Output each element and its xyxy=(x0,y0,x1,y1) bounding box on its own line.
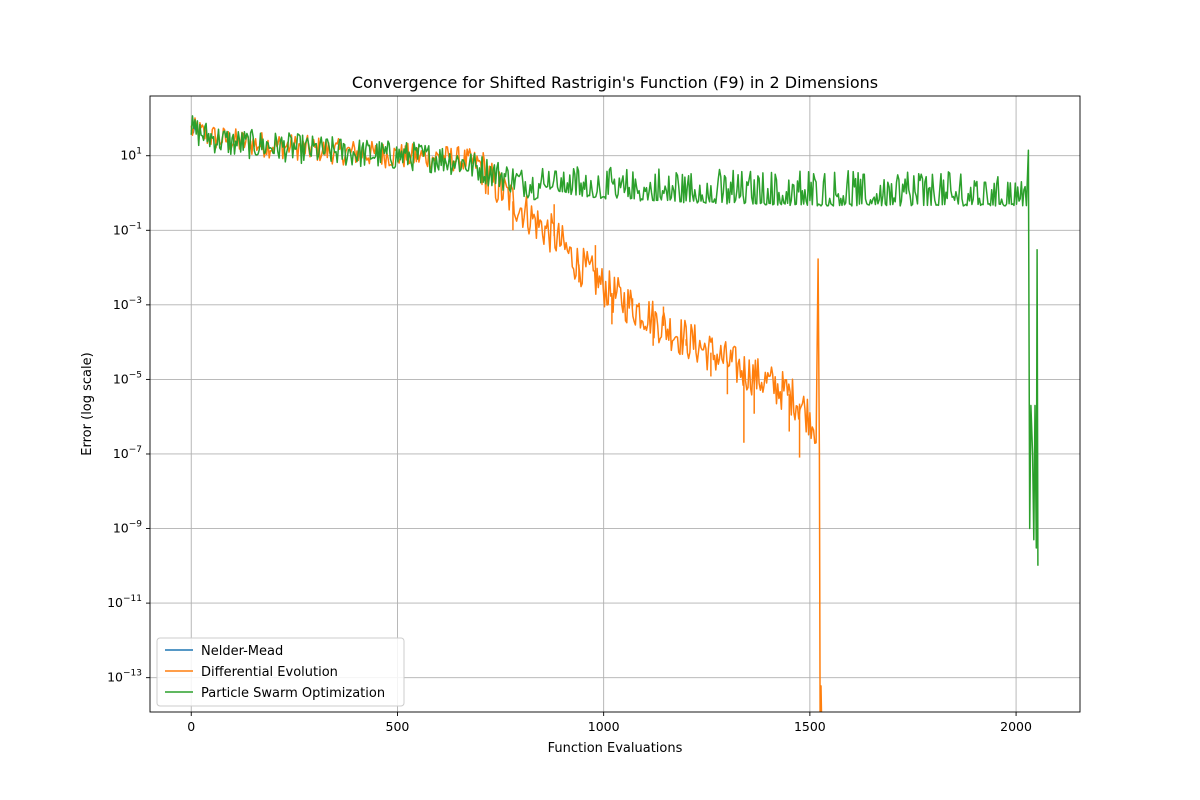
series-particle-swarm-line xyxy=(190,115,1039,566)
y-tick-label: 10−7 xyxy=(113,445,142,461)
y-tick-label: 10−13 xyxy=(107,669,142,685)
y-tick-base: 10 xyxy=(113,371,129,386)
y-tick-exponent: −5 xyxy=(129,370,142,380)
legend: Nelder-Mead Differential Evolution Particl… xyxy=(156,637,405,707)
x-tick-label: 2000 xyxy=(1000,719,1032,734)
y-tick-base: 10 xyxy=(107,670,123,685)
y-tick-base: 10 xyxy=(113,446,129,461)
x-tick-label: 1000 xyxy=(588,719,620,734)
y-tick-label: 101 xyxy=(120,147,142,163)
legend-label: Particle Swarm Optimization xyxy=(201,686,385,701)
x-tick-label: 0 xyxy=(187,719,195,734)
x-axis: 0 500 1000 1500 2000 xyxy=(187,712,1032,734)
legend-label: Nelder-Mead xyxy=(201,644,283,659)
y-tick-exponent: −1 xyxy=(129,221,142,231)
y-tick-base: 10 xyxy=(113,222,129,237)
plot-frame xyxy=(149,95,1081,713)
plot-area xyxy=(190,115,1039,712)
y-tick-label: 10−11 xyxy=(107,594,142,610)
y-tick-base: 10 xyxy=(113,521,129,536)
y-tick-exponent: −3 xyxy=(129,296,142,306)
legend-box xyxy=(156,637,405,707)
x-axis-label: Function Evaluations xyxy=(548,741,683,756)
y-tick-label: 10−9 xyxy=(113,520,142,536)
legend-label: Differential Evolution xyxy=(201,665,338,680)
y-tick-exponent: −7 xyxy=(129,445,142,455)
y-tick-label: 10−3 xyxy=(113,296,142,312)
series-layer xyxy=(190,115,1039,712)
y-tick-base: 10 xyxy=(113,297,129,312)
chart-title: Convergence for Shifted Rastrigin's Func… xyxy=(352,73,878,92)
x-tick-label: 500 xyxy=(386,719,410,734)
y-tick-exponent: 1 xyxy=(136,147,142,157)
y-tick-label: 10−5 xyxy=(113,370,142,386)
y-tick-exponent: −11 xyxy=(123,594,142,604)
y-tick-base: 10 xyxy=(120,148,136,163)
y-tick-exponent: −9 xyxy=(129,520,143,530)
y-tick-label: 10−1 xyxy=(113,221,142,237)
y-tick-base: 10 xyxy=(107,595,123,610)
x-tick-label: 1500 xyxy=(794,719,826,734)
y-tick-exponent: −13 xyxy=(123,669,142,679)
y-axis-label: Error (log scale) xyxy=(80,352,95,455)
